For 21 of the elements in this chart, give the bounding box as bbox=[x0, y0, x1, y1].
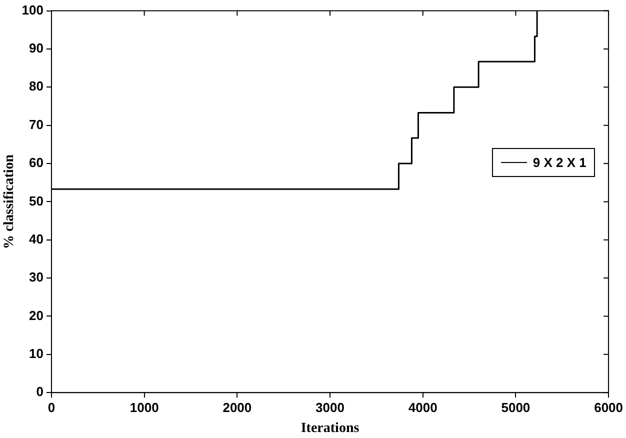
y-tick-label: 50 bbox=[29, 193, 44, 208]
x-tick-label: 2000 bbox=[222, 400, 252, 415]
x-tick-label: 1000 bbox=[130, 400, 159, 415]
y-tick-label: 40 bbox=[29, 231, 44, 246]
y-tick-label: 30 bbox=[29, 270, 44, 285]
y-tick-label: 0 bbox=[36, 384, 44, 400]
x-tick-label: 4000 bbox=[408, 400, 438, 415]
x-tick-label: 3000 bbox=[316, 400, 344, 415]
y-tick-label: 10 bbox=[29, 346, 44, 361]
y-tick-label: 70 bbox=[29, 116, 44, 132]
y-axis-title: % classification bbox=[2, 154, 18, 249]
x-tick-label: 0 bbox=[48, 400, 56, 415]
x-tick-label: 6000 bbox=[594, 400, 623, 415]
y-tick-label: 90 bbox=[29, 40, 44, 56]
y-tick-label: 100 bbox=[22, 2, 44, 18]
legend-label: 9 X 2 X 1 bbox=[532, 155, 586, 170]
y-tick-label: 60 bbox=[29, 155, 44, 170]
y-tick-label: 20 bbox=[29, 308, 44, 323]
x-tick-label: 5000 bbox=[501, 400, 530, 415]
y-tick-label: 80 bbox=[29, 78, 44, 94]
x-axis-title: Iterations bbox=[300, 421, 360, 436]
